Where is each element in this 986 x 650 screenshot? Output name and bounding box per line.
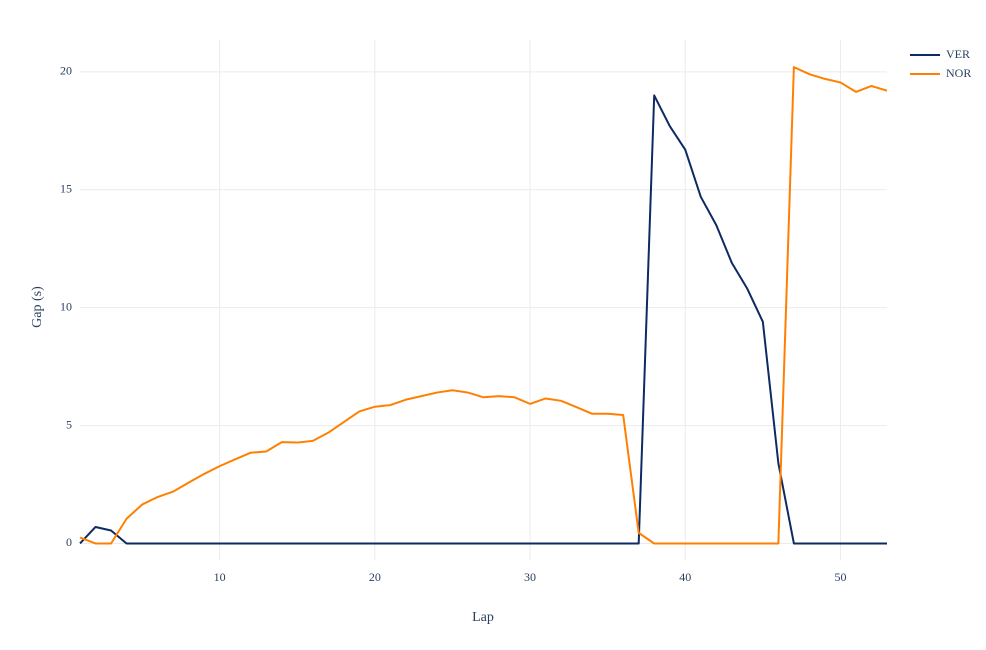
y-tick-label: 5 bbox=[66, 417, 72, 431]
x-tick-label: 20 bbox=[369, 570, 381, 584]
x-tick-label: 50 bbox=[834, 570, 846, 584]
legend-label: NOR bbox=[946, 66, 971, 80]
line bbox=[79, 66, 888, 545]
x-tick-label: 40 bbox=[679, 570, 691, 584]
line bbox=[79, 94, 887, 545]
y-tick-label: 0 bbox=[66, 535, 72, 549]
y-tick-label: 10 bbox=[60, 299, 72, 313]
y-tick-label: 20 bbox=[60, 64, 72, 78]
legend-label: VER bbox=[946, 47, 970, 61]
x-tick-label: 30 bbox=[524, 570, 536, 584]
x-axis-title: Lap bbox=[472, 610, 494, 625]
x-tick-label: 10 bbox=[214, 570, 226, 584]
y-axis-title: Gap (s) bbox=[30, 286, 45, 328]
y-tick-label: 15 bbox=[60, 182, 72, 196]
